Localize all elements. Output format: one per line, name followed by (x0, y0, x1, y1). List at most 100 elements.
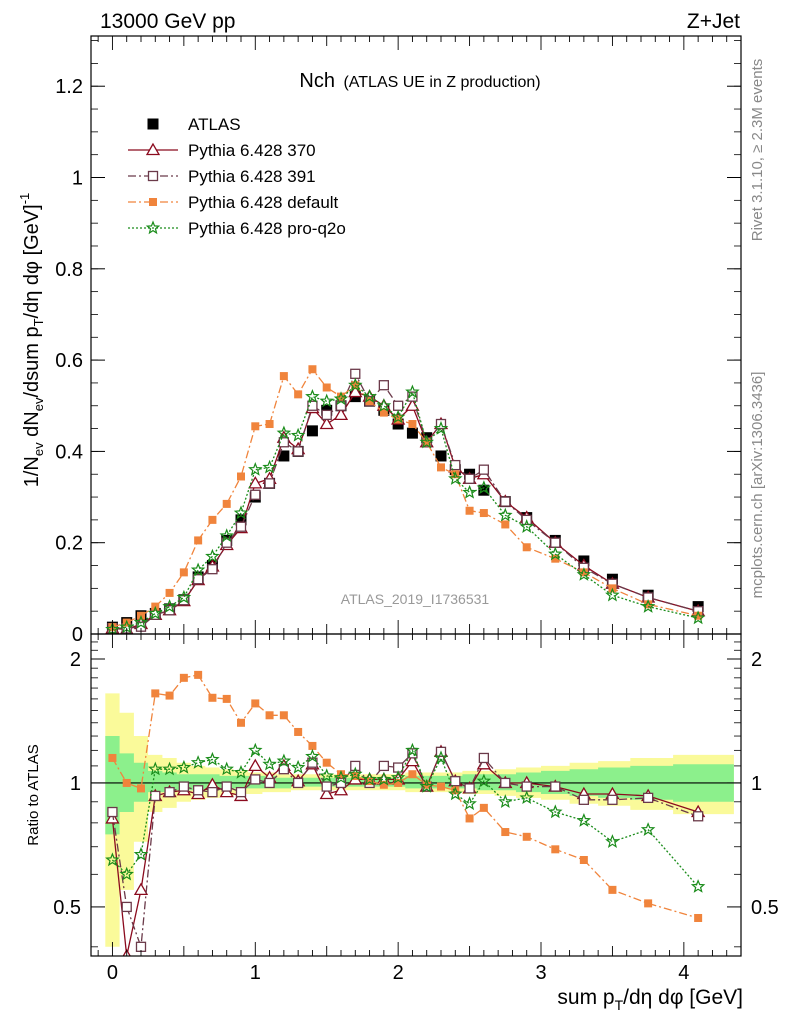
y-tick-label: 0.6 (55, 350, 83, 372)
data-point (501, 520, 510, 529)
x-tick-label: 2 (393, 962, 404, 984)
ratio-point (476, 773, 492, 788)
data-point (519, 519, 534, 533)
ratio-y-tick-label-right: 1 (751, 773, 762, 795)
ratio-point (608, 885, 617, 894)
legend-item: Pythia 6.428 pro-q2o (128, 219, 346, 238)
data-point (179, 568, 188, 577)
data-point (548, 546, 563, 561)
x-tick-label: 1 (250, 962, 261, 984)
ratio-y-tick-label-right: 0.5 (751, 897, 779, 919)
ratio-point (164, 786, 175, 798)
ratio-point (578, 794, 590, 805)
data-point (176, 589, 192, 604)
legend-item: Pythia 6.428 370 (128, 141, 316, 160)
ratio-point (522, 832, 531, 841)
ratio-point (133, 846, 149, 861)
data-point (522, 543, 531, 552)
data-point (250, 489, 261, 500)
legend-marker (147, 118, 159, 130)
ratio-point (121, 901, 132, 913)
ratio-point (551, 845, 560, 854)
ratio-point (251, 699, 260, 708)
ratio-point (107, 806, 118, 818)
data-point (278, 450, 290, 462)
ratio-point (348, 766, 363, 781)
data-point (348, 377, 363, 392)
ratio-point (319, 786, 334, 800)
uncertainty-band-total (105, 693, 734, 947)
ratio-point (233, 764, 249, 779)
ratio-line (111, 674, 699, 919)
data-point (333, 391, 349, 406)
data-point (133, 614, 149, 629)
data-point (262, 459, 277, 474)
data-point (348, 384, 363, 398)
ratio-point (265, 711, 274, 720)
data-point (333, 407, 349, 421)
ratio-point (165, 691, 174, 700)
data-point (305, 388, 320, 403)
data-point (248, 462, 263, 476)
ratio-point (276, 753, 292, 768)
ratio-point (337, 770, 345, 779)
data-point (306, 425, 318, 437)
ratio-point (135, 941, 147, 952)
x-axis-title: sum pT/dη dφ [GeV] (557, 986, 743, 1013)
y-axis-title-top: 1/Nev dNev/dsum pT/dη dφ [GeV]-1 (17, 193, 46, 488)
ratio-point (465, 814, 474, 823)
ratio-point (279, 711, 288, 720)
data-point (162, 598, 177, 613)
ratio-point (250, 774, 261, 785)
plot-title-sub: (ATLAS UE in Z production) (343, 74, 540, 91)
series-line (112, 384, 699, 631)
data-point (222, 499, 231, 508)
data-point (165, 588, 174, 597)
ratio-point (207, 786, 218, 798)
ratio-point (176, 759, 192, 774)
data-point (207, 564, 218, 575)
ratio-point (248, 742, 263, 757)
ratio-point (548, 804, 563, 819)
data-point (237, 472, 245, 481)
data-point (640, 598, 656, 613)
ratio-point (119, 866, 134, 881)
data-point (307, 400, 318, 411)
x-tick-label: 4 (678, 962, 689, 984)
legend-marker (149, 198, 157, 206)
data-point (422, 438, 431, 447)
ratio-point (278, 764, 290, 775)
ratio-point (264, 777, 275, 789)
ratio-point (433, 750, 449, 765)
data-point (379, 408, 388, 417)
ratio-y-tick-label-right: 2 (751, 649, 762, 671)
ratio-point (194, 670, 203, 679)
data-point (248, 476, 263, 489)
data-point (319, 416, 334, 430)
ratio-point (290, 759, 306, 774)
ratio-point (190, 755, 206, 769)
main-panel: 0 0.2 0.4 0.6 0.8 1 1.2 (55, 35, 742, 646)
ratio-point (133, 882, 149, 896)
ratio-point (219, 761, 234, 776)
ratio-point (237, 718, 245, 727)
ratio-point (378, 760, 390, 772)
data-point (164, 605, 175, 616)
analysis-label: ATLAS_2019_I1736531 (341, 591, 490, 607)
legend-label: Pythia 6.428 370 (188, 141, 316, 160)
ratio-point (208, 693, 217, 702)
ratio-point (450, 776, 461, 787)
mcplots-label: mcplots.cern.ch [arXiv:1306.3436] (749, 372, 766, 599)
data-point (408, 420, 417, 429)
header-left: 13000 GeV pp (100, 10, 235, 33)
data-point (350, 368, 361, 379)
ratio-point (150, 790, 161, 802)
ratio-point (479, 803, 488, 812)
data-point (319, 393, 334, 408)
data-point (264, 478, 275, 489)
data-point (148, 605, 163, 620)
ratio-y-tick-label: 2 (70, 649, 81, 671)
ratio-point (579, 855, 588, 864)
data-point (376, 398, 392, 412)
y-tick-label: 0.4 (55, 441, 83, 463)
